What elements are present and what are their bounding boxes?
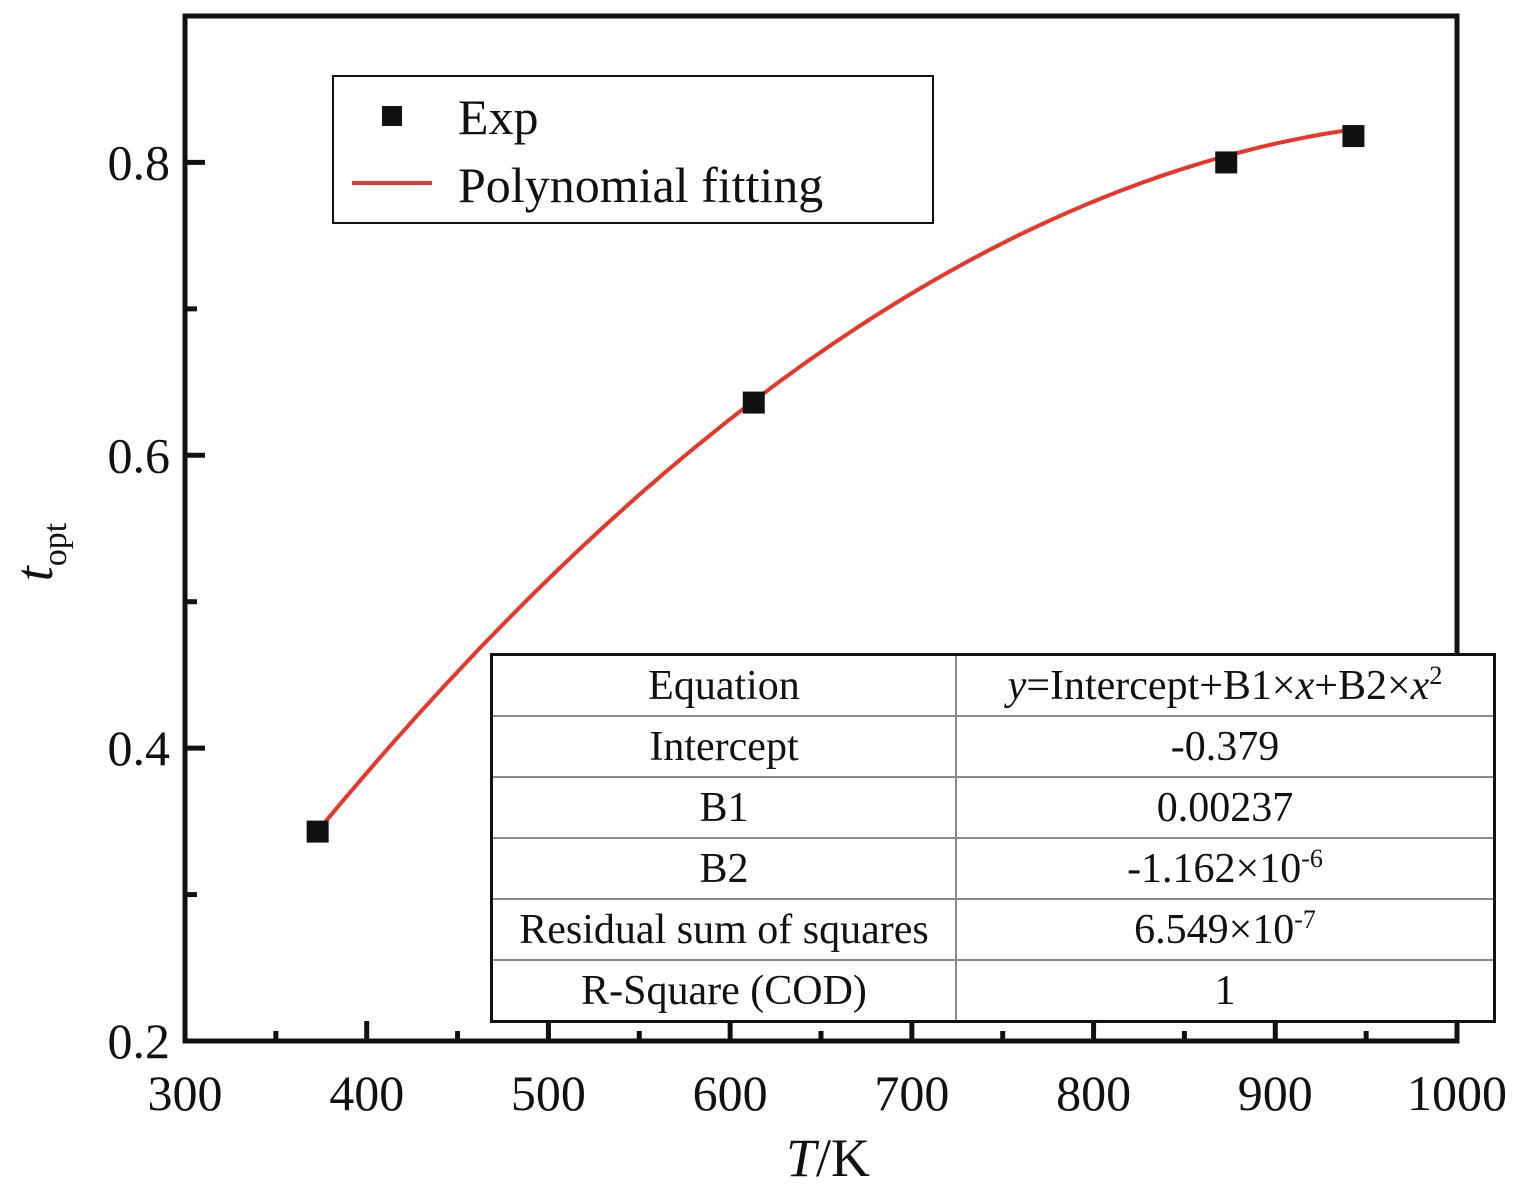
table-key-cell: Residual sum of squares — [490, 898, 957, 961]
x-tick-label: 600 — [693, 1065, 768, 1121]
table-value-cell: 6.549×10-7 — [955, 898, 1496, 961]
data-point-exp — [1215, 151, 1238, 174]
legend-label-fit: Polynomial fitting — [458, 157, 823, 213]
table-key-cell: B2 — [490, 837, 957, 900]
data-point-exp — [306, 820, 329, 843]
legend-box — [332, 75, 934, 224]
y-tick-label: 0.4 — [108, 720, 171, 776]
table-key-cell: Equation — [490, 653, 957, 717]
table-row: Intercept -0.379 — [490, 715, 1496, 778]
y-axis-label: topt — [4, 522, 74, 581]
table-key-cell: B1 — [490, 776, 957, 839]
x-tick-label: 700 — [874, 1065, 949, 1121]
table-value-cell: y=Intercept+B1×x+B2×x2 — [955, 653, 1496, 717]
table-key-cell: R-Square (COD) — [490, 959, 957, 1023]
x-tick-label: 1000 — [1407, 1065, 1507, 1121]
data-points — [306, 125, 1365, 843]
fit-curve-layer — [316, 127, 1354, 833]
legend-label-exp: Exp — [458, 89, 539, 145]
data-point-exp — [742, 391, 765, 414]
x-tick-label: 300 — [148, 1065, 223, 1121]
x-axis-label: T/K — [786, 1128, 870, 1188]
x-tick-label: 800 — [1056, 1065, 1131, 1121]
table-value-cell: -0.379 — [955, 715, 1496, 778]
axis-ticks: 300 400 500 600 700 800 900 1000 0.2 0.4 0.6 0.8 — [108, 13, 1507, 1121]
y-tick-label: 0.8 — [108, 134, 171, 190]
y-tick-label: 0.2 — [108, 1013, 171, 1069]
table-value-cell: -1.162×10-6 — [955, 837, 1496, 900]
table-key-cell: Intercept — [490, 715, 957, 778]
legend-marker-exp — [382, 106, 402, 126]
table-row: B1 0.00237 — [490, 776, 1496, 839]
y-tick-label: 0.6 — [108, 427, 171, 483]
table-value-cell: 1 — [955, 959, 1496, 1023]
fit-parameters-table: Equation y=Intercept+B1×x+B2×x2 Intercep… — [490, 653, 1496, 1023]
table-row: R-Square (COD) 1 — [490, 959, 1496, 1023]
legend: Exp Polynomial fitting — [332, 75, 934, 224]
data-point-exp — [1342, 125, 1365, 148]
x-tick-label: 900 — [1238, 1065, 1313, 1121]
table-row: Equation y=Intercept+B1×x+B2×x2 — [490, 653, 1496, 717]
fit-curve — [316, 127, 1354, 833]
x-tick-label: 500 — [511, 1065, 586, 1121]
table-value-cell: 0.00237 — [955, 776, 1496, 839]
table-row: B2 -1.162×10-6 — [490, 837, 1496, 900]
table-row: Residual sum of squares 6.549×10-7 — [490, 898, 1496, 961]
x-tick-label: 400 — [329, 1065, 404, 1121]
